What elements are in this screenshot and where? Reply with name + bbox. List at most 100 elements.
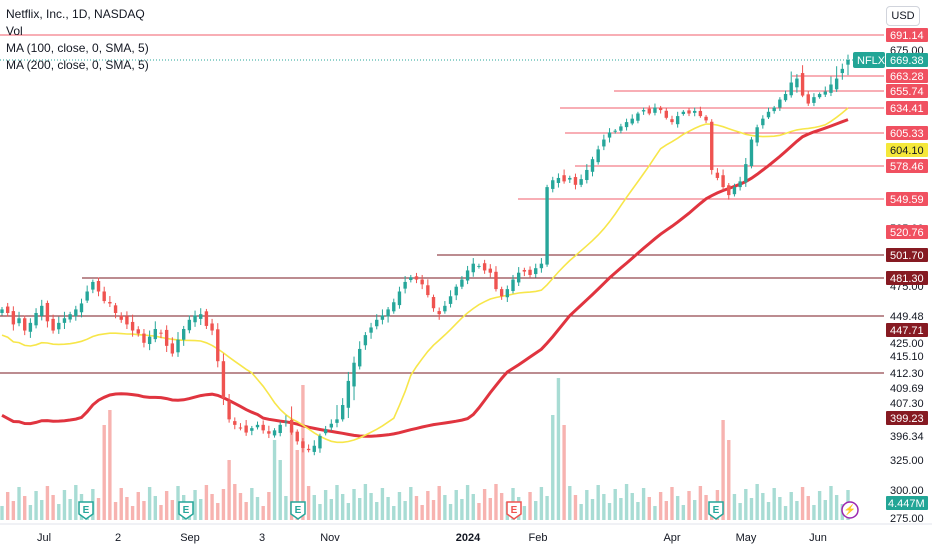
currency-button[interactable]: USD bbox=[886, 6, 920, 26]
candle bbox=[45, 300, 50, 328]
candle bbox=[823, 86, 827, 98]
candle bbox=[221, 353, 226, 406]
candle bbox=[375, 314, 379, 330]
ma100-indicator-label[interactable]: MA (100, close, 0, SMA, 5) bbox=[6, 41, 149, 55]
volume-bar bbox=[358, 498, 362, 520]
ma200-indicator-label[interactable]: MA (200, close, 0, SMA, 5) bbox=[6, 58, 149, 72]
svg-text:604.10: 604.10 bbox=[890, 145, 924, 157]
volume-bar bbox=[636, 502, 640, 520]
candle bbox=[85, 285, 89, 303]
volume-bar bbox=[562, 425, 566, 520]
split-event-icon[interactable]: ⚡ bbox=[841, 501, 859, 519]
time-tick-label: 2024 bbox=[456, 532, 481, 544]
time-tick-label: Nov bbox=[320, 532, 340, 544]
candle bbox=[590, 156, 595, 177]
candle bbox=[573, 173, 578, 190]
volume-bar bbox=[0, 506, 4, 520]
volume-bar bbox=[210, 494, 214, 520]
volume-bar bbox=[704, 495, 708, 520]
volume-bar bbox=[602, 494, 606, 520]
price-badge: 655.74 bbox=[886, 84, 928, 98]
candle bbox=[244, 420, 248, 436]
candle bbox=[329, 419, 334, 431]
candle bbox=[710, 119, 714, 175]
candle bbox=[693, 107, 697, 117]
time-tick-label: May bbox=[736, 532, 757, 544]
volume-bar bbox=[732, 494, 737, 520]
price-badge: 605.33 bbox=[886, 126, 928, 140]
volume-bar bbox=[783, 506, 788, 520]
volume-bar bbox=[812, 505, 816, 520]
svg-text:634.41: 634.41 bbox=[890, 103, 924, 115]
candle bbox=[113, 302, 118, 319]
volume-badge: 4.447M bbox=[886, 496, 928, 510]
volume-bar bbox=[125, 497, 129, 520]
candle bbox=[267, 425, 271, 439]
volume-bar bbox=[528, 492, 532, 520]
volume-bar bbox=[130, 506, 135, 520]
symbol-price-tag: NFLX bbox=[853, 52, 886, 68]
volume-bar bbox=[233, 484, 237, 520]
candle bbox=[136, 326, 140, 337]
svg-text:691.14: 691.14 bbox=[890, 30, 924, 42]
candle bbox=[505, 285, 510, 303]
volume-bar bbox=[238, 493, 243, 520]
symbol-title[interactable]: Netflix, Inc., 1D, NASDAQ bbox=[6, 7, 145, 21]
candle bbox=[636, 111, 640, 124]
candle bbox=[789, 71, 793, 98]
volume-bar bbox=[658, 492, 663, 520]
candle bbox=[795, 74, 799, 93]
price-badge: 501.70 bbox=[886, 248, 928, 262]
volume-bar bbox=[142, 501, 146, 520]
candle bbox=[0, 307, 4, 316]
price-tick-label: 300.00 bbox=[890, 485, 924, 497]
candle bbox=[624, 118, 629, 131]
earnings-event-icon[interactable]: E bbox=[506, 501, 522, 520]
vol-indicator-label[interactable]: Vol bbox=[6, 24, 23, 38]
price-badge: 604.10 bbox=[886, 143, 928, 157]
candle bbox=[448, 290, 453, 308]
svg-text:E: E bbox=[295, 505, 302, 516]
candle bbox=[272, 428, 277, 438]
candle bbox=[806, 91, 810, 106]
candle bbox=[295, 429, 299, 445]
volume-bar bbox=[448, 504, 453, 520]
candle bbox=[352, 356, 356, 401]
earnings-event-icon[interactable]: E bbox=[178, 501, 194, 520]
candle bbox=[647, 105, 651, 116]
volume-bar bbox=[199, 499, 203, 520]
candle bbox=[312, 440, 316, 456]
candle bbox=[261, 420, 265, 434]
time-tick-label: Jul bbox=[37, 532, 51, 544]
candle bbox=[834, 66, 839, 92]
time-axis[interactable]: Jul 2 Sep 3 Nov 2024 Feb Apr May Jun bbox=[0, 523, 932, 550]
candle bbox=[732, 183, 737, 197]
volume-bar bbox=[244, 502, 248, 520]
svg-text:447.71: 447.71 bbox=[890, 325, 924, 337]
volume-bar bbox=[284, 496, 288, 520]
candle bbox=[846, 54, 850, 76]
candle bbox=[306, 444, 311, 453]
volume-bar bbox=[551, 415, 555, 520]
volume-bar bbox=[301, 385, 305, 520]
candle bbox=[420, 274, 424, 290]
volume-bar bbox=[119, 488, 123, 520]
candle bbox=[335, 405, 339, 428]
candle bbox=[465, 265, 470, 285]
event-markers[interactable]: E E E E E ⚡ bbox=[78, 501, 859, 520]
earnings-event-icon[interactable]: E bbox=[290, 501, 306, 520]
candle bbox=[278, 421, 282, 437]
candle bbox=[721, 169, 725, 191]
candle bbox=[687, 107, 691, 117]
volume-bar bbox=[318, 504, 322, 520]
candle bbox=[11, 306, 16, 331]
earnings-event-icon[interactable]: E bbox=[708, 501, 724, 520]
candle bbox=[596, 145, 600, 165]
candle bbox=[443, 301, 447, 314]
candle bbox=[539, 258, 544, 273]
svg-text:481.30: 481.30 bbox=[890, 273, 924, 285]
price-axis[interactable]: 675.00525.00475.00449.48425.00415.10412.… bbox=[853, 0, 932, 550]
earnings-event-icon[interactable]: E bbox=[78, 501, 94, 520]
candle bbox=[511, 274, 515, 294]
